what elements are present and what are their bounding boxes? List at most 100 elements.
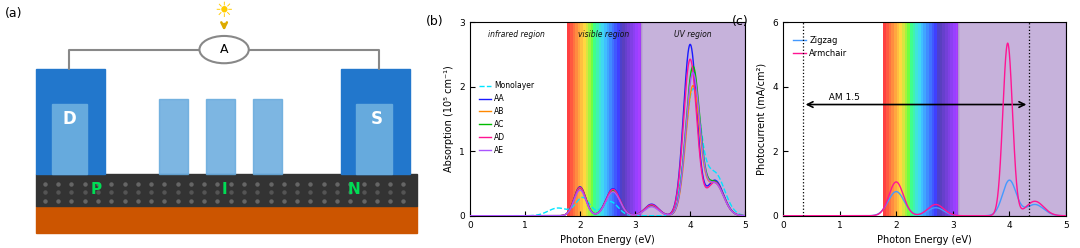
Text: N: N [348,182,361,197]
Bar [622,22,625,216]
AB [680,127,693,130]
Bar [604,22,607,216]
Y-axis label: Absorption (10⁵ cm⁻¹): Absorption (10⁵ cm⁻¹) [444,66,454,172]
Armchair [1059,214,1072,217]
AC [590,212,603,215]
Zigzag [777,214,789,217]
Armchair [999,54,1012,57]
Bar [905,22,907,216]
Text: infrared region: infrared region [488,30,545,39]
Bar [913,22,916,216]
Armchair [791,214,804,217]
Bar [889,22,891,216]
Zigzag [1051,214,1064,217]
AD [680,78,693,81]
AC [463,214,476,217]
Bar [591,22,593,216]
Y-axis label: Photocurrent (mA/cm²): Photocurrent (mA/cm²) [757,63,767,175]
Bar [940,22,943,216]
Bar [36,206,417,233]
Line: AD: AD [470,59,745,216]
Armchair [1001,42,1014,45]
Text: I: I [221,182,227,197]
Bar [617,22,620,216]
AB [731,213,744,216]
Armchair [1052,214,1065,217]
Bar [356,104,392,174]
Bar [585,22,589,216]
Bar [950,22,953,216]
Bar [159,99,188,174]
Bar [633,22,635,216]
Bar [52,104,87,174]
AC [731,213,744,216]
Bar [638,22,640,216]
Line: AC: AC [470,66,745,216]
AA [680,65,693,68]
Bar [921,22,923,216]
Legend: Zigzag, Armchair: Zigzag, Armchair [789,32,851,61]
Text: D: D [63,110,77,128]
Armchair [777,214,789,217]
Monolayer [739,214,752,217]
Bar [570,22,572,216]
Monolayer [731,211,744,214]
Bar [900,22,902,216]
Bar [607,22,609,216]
Bar [583,22,585,216]
Zigzag [1052,214,1065,217]
AE [477,214,490,217]
Bar [596,22,598,216]
AE [463,214,476,217]
Bar [620,22,622,216]
Text: (a): (a) [4,7,22,20]
Bar [916,22,918,216]
AB [463,214,476,217]
Line: AE: AE [470,73,745,216]
AC [739,214,752,217]
Bar [611,22,615,216]
Bar [907,22,910,216]
Bar [896,22,900,216]
Bar [36,174,417,206]
AD [731,213,744,216]
Armchair [914,212,927,215]
AA [597,203,610,206]
Zigzag [999,183,1012,186]
AC [477,214,490,217]
AD [463,214,476,217]
AE [687,71,700,74]
AD [731,213,744,216]
Bar [572,22,576,216]
Bar [340,69,410,174]
Zigzag [1003,179,1016,182]
X-axis label: Photon Energy (eV): Photon Energy (eV) [877,235,972,245]
Bar [891,22,894,216]
AE [590,212,603,215]
Bar [894,22,896,216]
AE [680,119,693,122]
AD [684,58,697,61]
Bar [953,22,956,216]
AE [739,214,752,217]
AA [684,43,697,46]
Bar [640,22,745,216]
Text: (c): (c) [732,15,748,28]
Bar [943,22,945,216]
Bar [615,22,617,216]
AB [739,214,752,217]
Bar [927,22,929,216]
Bar [253,99,282,174]
AE [731,213,744,216]
Monolayer [477,214,490,217]
Line: Zigzag: Zigzag [783,180,1066,216]
AD [597,203,610,206]
AB [687,84,700,87]
AB [477,214,490,217]
Bar [923,22,927,216]
AA [590,212,603,215]
AC [687,65,700,68]
AD [590,212,603,215]
Bar [947,22,950,216]
Text: (b): (b) [426,15,444,28]
